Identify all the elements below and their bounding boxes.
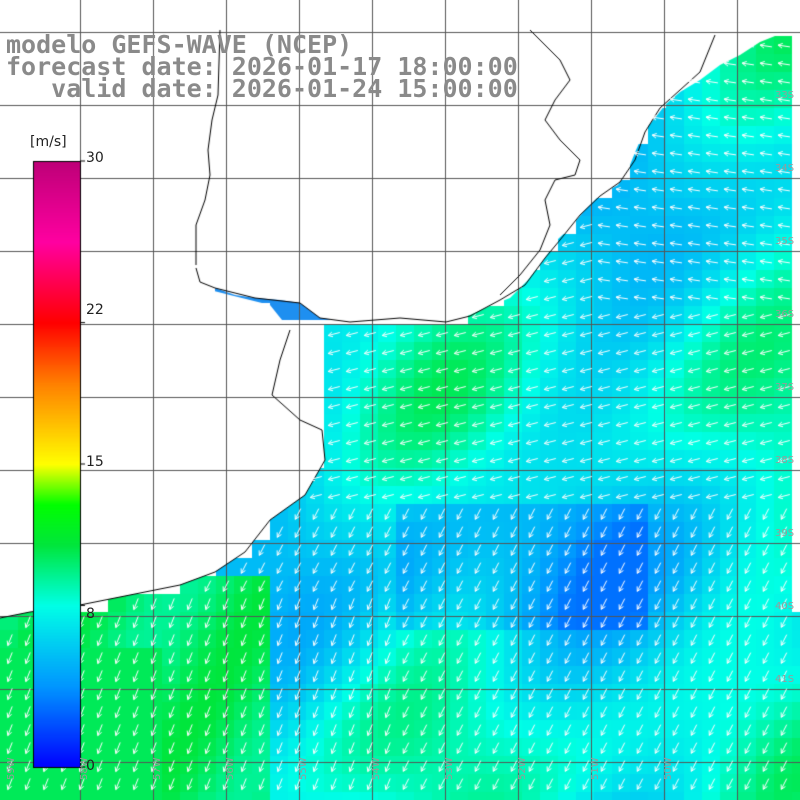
colorbar-tick-0: 0 <box>86 758 95 774</box>
colorbar-tick-22: 22 <box>86 302 104 318</box>
colorbar-tick-15: 15 <box>86 454 104 470</box>
forecast-date: forecast date: 2026-01-17 18:00:00 <box>6 52 518 81</box>
valid-date: valid date: 2026-01-24 15:00:00 <box>6 74 518 103</box>
colorbar-unit-label: [m/s] <box>30 134 67 150</box>
colorbar-tick-8: 8 <box>86 606 95 622</box>
model-title: modelo GEFS-WAVE (NCEP) <box>6 30 353 59</box>
colorbar-tick-30: 30 <box>86 150 104 166</box>
